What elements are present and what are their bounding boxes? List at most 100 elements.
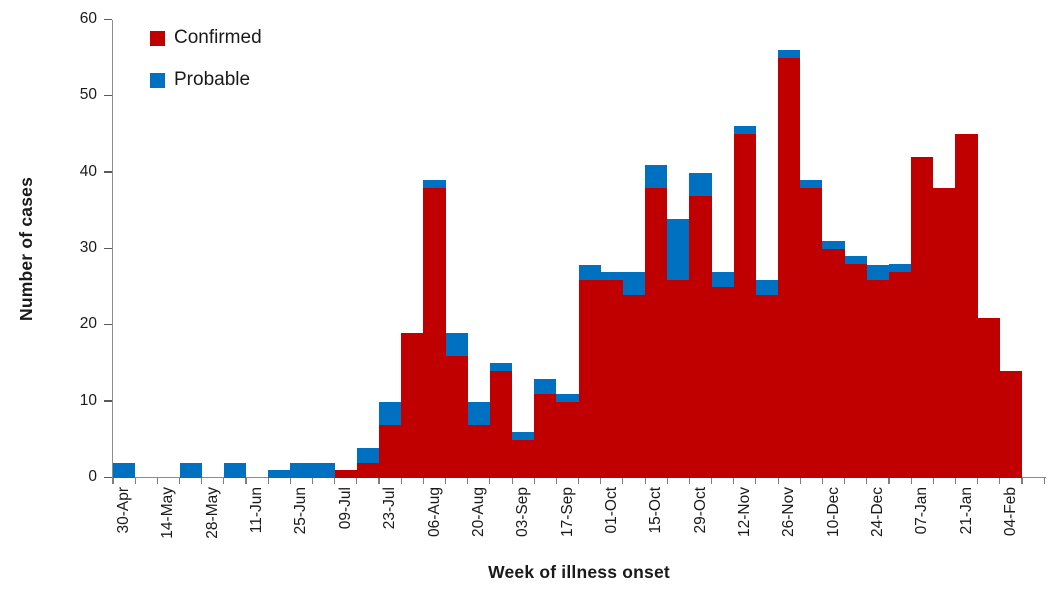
- bar-probable-22-Oct: [667, 219, 689, 280]
- bar-probable-17-Sep: [556, 394, 579, 402]
- x-tick-label: 12-Nov: [735, 487, 753, 537]
- bar-probable-30-Apr: [113, 463, 135, 478]
- bar-probable-01-Oct: [601, 272, 623, 280]
- y-tick: [104, 400, 112, 402]
- x-tick-label: 25-Jun: [292, 487, 310, 535]
- x-tick-label: 29-Oct: [691, 487, 709, 534]
- bar-confirmed-04-Feb: [1000, 371, 1022, 478]
- bar-probable-26-Nov: [778, 50, 800, 58]
- x-tick: [910, 478, 912, 484]
- x-tick-label: 10-Dec: [824, 487, 842, 537]
- bar-confirmed-16-Jul: [357, 463, 379, 478]
- bar-probable-29-Oct: [689, 173, 712, 196]
- bar-probable-20-Aug: [468, 402, 490, 425]
- y-tick-label: 30: [79, 239, 97, 256]
- x-tick-label: 17-Sep: [558, 487, 576, 537]
- bar-probable-18-Jun: [268, 470, 290, 478]
- bar-confirmed-26-Nov: [778, 58, 800, 478]
- confirmed-swatch-icon: [150, 30, 165, 46]
- bar-confirmed-24-Dec: [867, 280, 889, 478]
- x-tick: [866, 478, 868, 484]
- bar-probable-02-Jul: [313, 463, 335, 478]
- bar-confirmed-07-Jan: [911, 157, 933, 478]
- x-tick: [954, 478, 957, 484]
- bar-confirmed-09-Jul: [335, 470, 357, 478]
- x-tick-label: 21-Jan: [957, 487, 975, 535]
- x-tick: [600, 478, 602, 484]
- x-tick: [1043, 478, 1045, 484]
- x-tick-label: 09-Jul: [336, 487, 354, 530]
- bar-probable-24-Dec: [867, 265, 889, 280]
- x-axis-title: Week of illness onset: [488, 562, 670, 582]
- x-tick: [422, 478, 424, 484]
- bar-confirmed-05-Nov: [712, 287, 734, 478]
- x-tick: [932, 478, 934, 484]
- x-tick-label: 26-Nov: [780, 487, 798, 537]
- y-axis-line: [111, 20, 113, 478]
- x-tick-label: 20-Aug: [469, 487, 487, 537]
- probable-swatch-icon: [150, 72, 165, 88]
- x-tick-label: 30-Apr: [115, 487, 133, 534]
- bar-probable-03-Dec: [800, 180, 822, 188]
- x-tick: [977, 478, 979, 484]
- x-tick: [711, 478, 713, 484]
- x-tick: [511, 478, 513, 484]
- x-tick: [134, 478, 136, 484]
- x-tick: [688, 478, 690, 484]
- bar-probable-10-Sep: [534, 379, 556, 394]
- bar-probable-19-Nov: [756, 280, 778, 295]
- x-tick-label: 14-May: [159, 487, 177, 539]
- y-tick: [104, 94, 112, 97]
- x-tick: [156, 478, 158, 484]
- bar-confirmed-10-Dec: [822, 249, 845, 478]
- x-tick: [467, 478, 469, 484]
- x-tick: [112, 478, 114, 484]
- bar-probable-06-Aug: [423, 180, 446, 188]
- y-tick-label: 20: [79, 315, 97, 333]
- x-tick: [555, 478, 557, 484]
- bar-confirmed-14-Jan: [933, 188, 955, 478]
- x-tick: [223, 478, 225, 484]
- bar-probable-08-Oct: [623, 272, 645, 295]
- bar-probable-21-May: [180, 463, 202, 478]
- bar-probable-15-Oct: [645, 165, 667, 188]
- bar-confirmed-29-Oct: [689, 196, 712, 478]
- x-tick: [356, 478, 358, 484]
- x-tick: [378, 478, 380, 484]
- bar-confirmed-15-Oct: [645, 188, 667, 478]
- bar-confirmed-30-Jul: [401, 333, 423, 478]
- y-tick: [104, 18, 112, 20]
- x-tick: [578, 478, 580, 484]
- y-tick: [104, 171, 112, 173]
- bar-confirmed-03-Sep: [512, 440, 534, 478]
- y-tick-label: 10: [79, 391, 97, 409]
- x-tick: [267, 478, 269, 484]
- x-tick: [289, 478, 291, 484]
- y-tick-label: 0: [88, 468, 97, 485]
- x-tick: [444, 478, 447, 484]
- bar-confirmed-08-Oct: [623, 295, 645, 478]
- x-tick-label: 15-Oct: [647, 487, 665, 534]
- bar-probable-13-Aug: [446, 333, 468, 356]
- x-tick-label: 06-Aug: [425, 487, 443, 537]
- x-tick: [1021, 478, 1023, 484]
- x-tick-label: 04-Feb: [1001, 487, 1019, 537]
- bar-probable-23-Jul: [379, 402, 401, 425]
- x-tick: [755, 478, 757, 484]
- bar-probable-17-Dec: [845, 256, 867, 264]
- y-tick-label: 40: [79, 162, 97, 180]
- bar-confirmed-01-Oct: [601, 280, 623, 478]
- legend-label-confirmed: Confirmed: [174, 27, 262, 48]
- bar-confirmed-12-Nov: [734, 134, 756, 478]
- bar-probable-10-Dec: [822, 241, 845, 249]
- y-tick: [104, 323, 112, 326]
- bar-confirmed-03-Dec: [800, 188, 822, 478]
- x-tick: [733, 478, 735, 484]
- x-tick: [888, 478, 890, 484]
- bar-confirmed-21-Jan: [955, 134, 978, 478]
- x-tick: [533, 478, 535, 484]
- x-tick: [334, 478, 336, 484]
- bar-confirmed-31-Dec: [889, 272, 911, 478]
- x-tick: [821, 478, 823, 484]
